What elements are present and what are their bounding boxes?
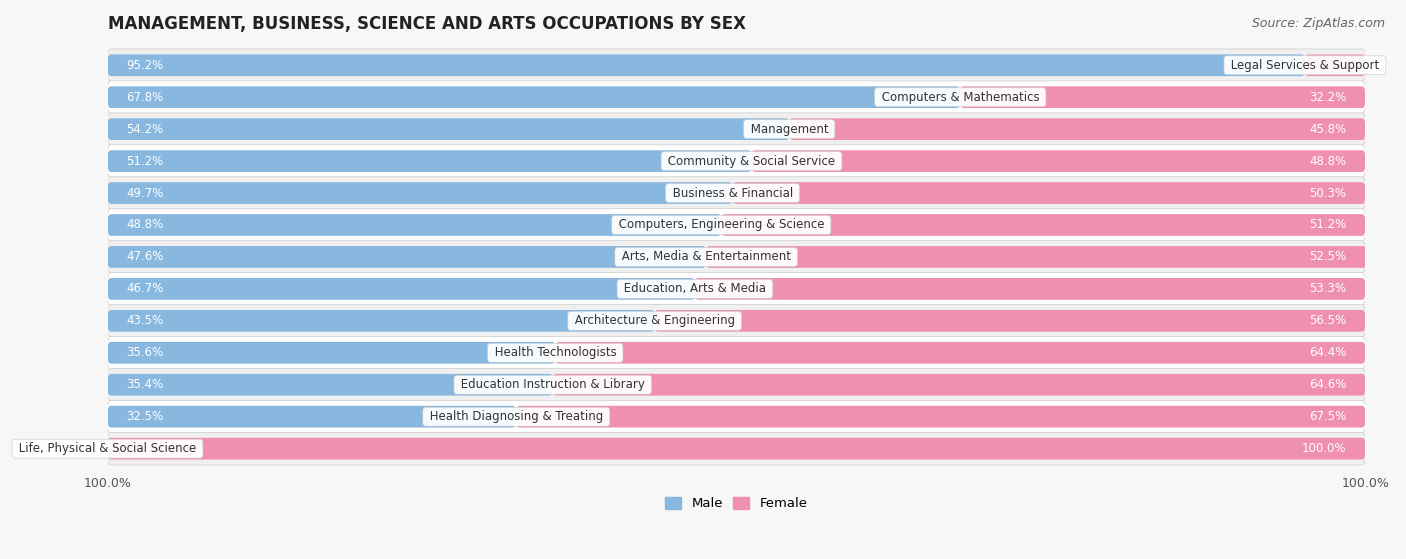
Text: Education Instruction & Library: Education Instruction & Library bbox=[457, 378, 648, 391]
FancyBboxPatch shape bbox=[1305, 54, 1365, 76]
FancyBboxPatch shape bbox=[107, 150, 751, 172]
Text: Computers & Mathematics: Computers & Mathematics bbox=[877, 91, 1043, 104]
FancyBboxPatch shape bbox=[695, 278, 1365, 300]
Text: Arts, Media & Entertainment: Arts, Media & Entertainment bbox=[617, 250, 794, 263]
Text: 49.7%: 49.7% bbox=[127, 187, 163, 200]
FancyBboxPatch shape bbox=[107, 54, 1305, 76]
FancyBboxPatch shape bbox=[107, 246, 706, 268]
Text: 95.2%: 95.2% bbox=[127, 59, 163, 72]
Text: 43.5%: 43.5% bbox=[127, 314, 163, 328]
Text: 100.0%: 100.0% bbox=[1302, 442, 1347, 455]
FancyBboxPatch shape bbox=[107, 374, 553, 396]
FancyBboxPatch shape bbox=[107, 86, 960, 108]
FancyBboxPatch shape bbox=[107, 368, 1365, 401]
Text: Legal Services & Support: Legal Services & Support bbox=[1227, 59, 1384, 72]
Text: Source: ZipAtlas.com: Source: ZipAtlas.com bbox=[1251, 17, 1385, 30]
FancyBboxPatch shape bbox=[107, 400, 1365, 433]
FancyBboxPatch shape bbox=[721, 214, 1365, 236]
FancyBboxPatch shape bbox=[516, 406, 1365, 428]
FancyBboxPatch shape bbox=[553, 374, 1365, 396]
Text: 45.8%: 45.8% bbox=[1309, 122, 1347, 136]
Text: Architecture & Engineering: Architecture & Engineering bbox=[571, 314, 738, 328]
FancyBboxPatch shape bbox=[107, 406, 516, 428]
FancyBboxPatch shape bbox=[107, 273, 1365, 305]
Text: Education, Arts & Media: Education, Arts & Media bbox=[620, 282, 769, 295]
Text: 48.8%: 48.8% bbox=[127, 219, 163, 231]
FancyBboxPatch shape bbox=[107, 177, 1365, 209]
FancyBboxPatch shape bbox=[107, 145, 1365, 177]
FancyBboxPatch shape bbox=[107, 337, 1365, 369]
FancyBboxPatch shape bbox=[789, 119, 1365, 140]
Text: 64.4%: 64.4% bbox=[1309, 346, 1347, 359]
FancyBboxPatch shape bbox=[107, 438, 1365, 459]
Text: 51.2%: 51.2% bbox=[1309, 219, 1347, 231]
FancyBboxPatch shape bbox=[107, 81, 1365, 113]
Text: 56.5%: 56.5% bbox=[1309, 314, 1347, 328]
FancyBboxPatch shape bbox=[751, 150, 1365, 172]
FancyBboxPatch shape bbox=[107, 214, 721, 236]
Text: 53.3%: 53.3% bbox=[1309, 282, 1347, 295]
FancyBboxPatch shape bbox=[107, 305, 1365, 337]
FancyBboxPatch shape bbox=[107, 432, 1365, 465]
Text: MANAGEMENT, BUSINESS, SCIENCE AND ARTS OCCUPATIONS BY SEX: MANAGEMENT, BUSINESS, SCIENCE AND ARTS O… bbox=[107, 15, 745, 33]
Legend: Male, Female: Male, Female bbox=[659, 492, 813, 516]
Text: 54.2%: 54.2% bbox=[127, 122, 163, 136]
Text: 46.7%: 46.7% bbox=[127, 282, 163, 295]
Text: 64.6%: 64.6% bbox=[1309, 378, 1347, 391]
FancyBboxPatch shape bbox=[107, 342, 555, 364]
Text: Life, Physical & Social Science: Life, Physical & Social Science bbox=[15, 442, 200, 455]
FancyBboxPatch shape bbox=[706, 246, 1367, 268]
Text: 50.3%: 50.3% bbox=[1309, 187, 1347, 200]
Text: 35.4%: 35.4% bbox=[127, 378, 163, 391]
Text: Community & Social Service: Community & Social Service bbox=[664, 155, 839, 168]
FancyBboxPatch shape bbox=[555, 342, 1365, 364]
Text: 32.2%: 32.2% bbox=[1309, 91, 1347, 104]
Text: Health Diagnosing & Treating: Health Diagnosing & Treating bbox=[426, 410, 607, 423]
FancyBboxPatch shape bbox=[107, 113, 1365, 145]
FancyBboxPatch shape bbox=[733, 182, 1365, 204]
Text: 48.8%: 48.8% bbox=[1309, 155, 1347, 168]
FancyBboxPatch shape bbox=[960, 86, 1365, 108]
Text: Health Technologists: Health Technologists bbox=[491, 346, 620, 359]
Text: 4.8%: 4.8% bbox=[1312, 59, 1341, 72]
Text: 51.2%: 51.2% bbox=[127, 155, 163, 168]
FancyBboxPatch shape bbox=[107, 310, 655, 331]
FancyBboxPatch shape bbox=[107, 209, 1365, 241]
Text: 67.8%: 67.8% bbox=[127, 91, 163, 104]
Text: 52.5%: 52.5% bbox=[1309, 250, 1347, 263]
FancyBboxPatch shape bbox=[655, 310, 1365, 331]
Text: 32.5%: 32.5% bbox=[127, 410, 163, 423]
FancyBboxPatch shape bbox=[107, 182, 733, 204]
Text: 35.6%: 35.6% bbox=[127, 346, 163, 359]
FancyBboxPatch shape bbox=[107, 278, 695, 300]
Text: Business & Financial: Business & Financial bbox=[669, 187, 797, 200]
Text: Computers, Engineering & Science: Computers, Engineering & Science bbox=[614, 219, 828, 231]
Text: 67.5%: 67.5% bbox=[1309, 410, 1347, 423]
FancyBboxPatch shape bbox=[107, 240, 1365, 273]
Text: Management: Management bbox=[747, 122, 832, 136]
FancyBboxPatch shape bbox=[107, 49, 1365, 82]
Text: 47.6%: 47.6% bbox=[127, 250, 163, 263]
FancyBboxPatch shape bbox=[107, 119, 789, 140]
